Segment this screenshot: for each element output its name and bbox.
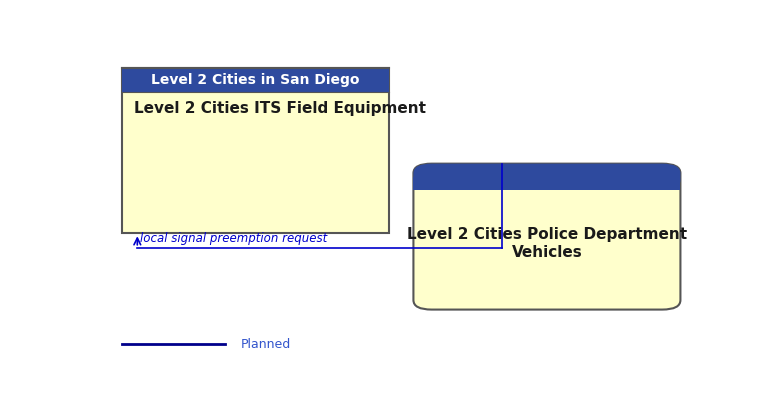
FancyBboxPatch shape xyxy=(413,164,680,190)
Text: Level 2 Cities Police Department
Vehicles: Level 2 Cities Police Department Vehicle… xyxy=(407,227,687,260)
Text: Planned: Planned xyxy=(240,338,290,351)
FancyBboxPatch shape xyxy=(413,164,680,309)
Text: Level 2 Cities ITS Field Equipment: Level 2 Cities ITS Field Equipment xyxy=(135,101,426,116)
Bar xyxy=(122,68,389,91)
Text: local signal preemption request: local signal preemption request xyxy=(140,232,327,245)
Text: Level 2 Cities in San Diego: Level 2 Cities in San Diego xyxy=(151,73,360,87)
Bar xyxy=(413,177,680,190)
Bar xyxy=(122,68,389,234)
